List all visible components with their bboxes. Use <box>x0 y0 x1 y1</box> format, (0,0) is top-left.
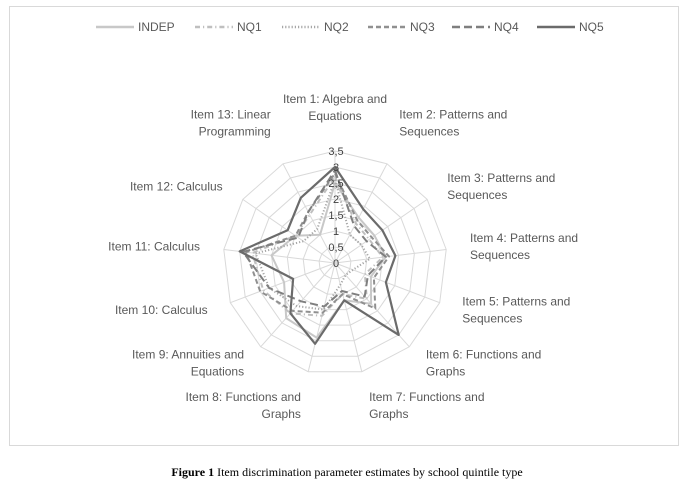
grid-spoke <box>307 262 336 372</box>
grid-spoke <box>334 198 428 264</box>
tick-labels: 0 0,5 1 1,5 2 2,5 3 3,5 <box>328 146 343 270</box>
caption-text: Item discrimination parameter estimates … <box>217 465 523 479</box>
legend-label-nq5: NQ5 <box>579 20 604 34</box>
axis-labels: Item 1: Algebra and Equations Item 2: Patt… <box>108 92 578 421</box>
tick-label: 0 <box>333 258 339 270</box>
grid-spoke <box>242 198 336 264</box>
tick-label: 1 <box>333 226 339 238</box>
axis-label: Item 13: Linear Programming <box>191 107 271 138</box>
series-group <box>238 165 400 345</box>
axis-label: Item 8: Functions and Graphs <box>185 390 300 421</box>
legend-label-nq2: NQ2 <box>324 20 349 34</box>
gridline-ring <box>270 198 400 326</box>
legend-label-nq3: NQ3 <box>410 20 435 34</box>
tick-label: 0,5 <box>328 242 343 254</box>
tick-label: 2,5 <box>328 178 343 190</box>
gridline-ring <box>223 150 447 373</box>
grid-spoke <box>334 262 363 372</box>
axis-label: Item 10: Calculus <box>115 303 208 317</box>
legend-label-nq1: NQ1 <box>237 20 262 34</box>
gridline-ring <box>239 166 431 357</box>
tick-label: 3 <box>333 162 339 174</box>
figure-caption: Figure 1 Item discrimination parameter e… <box>0 465 694 480</box>
legend-label-nq4: NQ4 <box>494 20 519 34</box>
gridline-ring <box>318 246 352 279</box>
series-line-nq4 <box>241 169 387 308</box>
axis-label: Item 5: Patterns and Sequences <box>462 295 570 326</box>
axis-label: Item 12: Calculus <box>130 179 223 193</box>
grid-spoke <box>282 163 336 264</box>
tick-label: 2 <box>333 194 339 206</box>
caption-label: Figure 1 <box>171 465 215 479</box>
series-line-nq3 <box>245 172 390 314</box>
tick-label: 3,5 <box>328 146 343 158</box>
axis-label: Item 7: Functions and Graphs <box>369 390 484 421</box>
grid-spoke <box>260 262 336 348</box>
gridline-ring <box>255 182 415 342</box>
grid-spoke <box>230 262 336 304</box>
axis-label: Item 2: Patterns and Sequences <box>399 107 507 138</box>
axis-label: Item 3: Patterns and Sequences <box>447 171 555 202</box>
grid-spoke <box>334 249 447 264</box>
series-line-nq1 <box>251 175 384 317</box>
legend-label-indep: INDEP <box>138 20 175 34</box>
grid-spoke <box>334 163 388 264</box>
axis-label: Item 6: Functions and Graphs <box>426 347 541 378</box>
axis-label: Item 4: Patterns and Sequences <box>470 231 578 262</box>
axis-label: Item 1: Algebra and Equations <box>283 92 387 123</box>
legend: INDEP NQ1 NQ2 NQ3 NQ4 NQ5 <box>96 20 604 34</box>
chart-frame: 0 0,5 1 1,5 2 2,5 3 3,5 Item 1: Algebra and Equat… <box>9 6 679 446</box>
series-line-nq5 <box>238 165 400 345</box>
axis-label: Item 9: Annuities and Equations <box>132 347 244 378</box>
tick-label: 1,5 <box>328 210 343 222</box>
axis-label: Item 11: Calculus <box>108 239 200 253</box>
